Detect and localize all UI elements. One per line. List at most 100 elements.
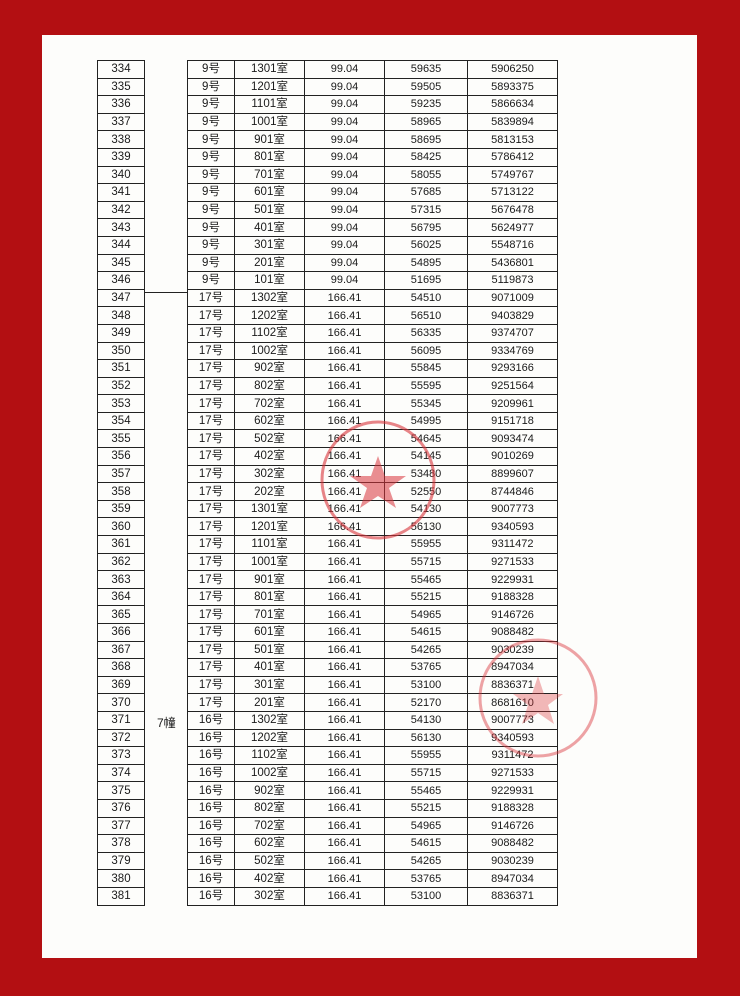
total-price-cell: 9146726 xyxy=(467,605,558,624)
building-cell: 16号 xyxy=(187,798,235,818)
index-row: 367 xyxy=(97,640,145,660)
table-row: 17号 1202室 166.41 56510 9403829 xyxy=(187,306,558,325)
area-cell: 99.04 xyxy=(304,95,385,114)
total-price-cell: 8899607 xyxy=(467,464,558,484)
unit-price-cell: 53100 xyxy=(384,675,468,695)
room-cell: 202室 xyxy=(234,482,305,501)
area-cell: 99.04 xyxy=(304,112,385,132)
index-row: 360 xyxy=(97,517,145,537)
index-row: 379 xyxy=(97,851,145,871)
table-row: 16号 1202室 166.41 56130 9340593 xyxy=(187,728,558,748)
total-price-cell: 8744846 xyxy=(467,482,558,501)
area-cell: 99.04 xyxy=(304,77,385,97)
row-number-cell: 381 xyxy=(97,886,145,906)
table-row: 16号 902室 166.41 55465 9229931 xyxy=(187,781,558,800)
room-cell: 902室 xyxy=(234,359,305,378)
building-cell: 17号 xyxy=(187,482,235,501)
room-cell: 401室 xyxy=(234,658,305,677)
row-number-cell: 335 xyxy=(97,77,145,97)
table-row: 16号 1302室 166.41 54130 9007773 xyxy=(187,710,558,730)
table-row: 17号 801室 166.41 55215 9188328 xyxy=(187,587,558,607)
row-number-cell: 352 xyxy=(97,376,145,396)
room-cell: 401室 xyxy=(234,218,305,237)
area-cell: 166.41 xyxy=(304,816,385,836)
area-cell: 166.41 xyxy=(304,376,385,396)
total-price-cell: 9229931 xyxy=(467,570,558,589)
total-price-cell: 5119873 xyxy=(467,271,558,290)
unit-price-cell: 53765 xyxy=(384,869,468,888)
index-row: 334 xyxy=(97,60,145,79)
total-price-cell: 9088482 xyxy=(467,834,558,853)
total-price-cell: 5713122 xyxy=(467,183,558,202)
unit-price-cell: 57315 xyxy=(384,200,468,220)
row-number-cell: 379 xyxy=(97,851,145,871)
unit-price-cell: 54645 xyxy=(384,429,468,449)
room-cell: 201室 xyxy=(234,253,305,273)
total-price-cell: 9007773 xyxy=(467,499,558,519)
index-row: 341 xyxy=(97,183,145,202)
total-price-cell: 5676478 xyxy=(467,200,558,220)
index-row: 374 xyxy=(97,763,145,783)
area-cell: 166.41 xyxy=(304,429,385,449)
room-cell: 901室 xyxy=(234,130,305,149)
room-cell: 501室 xyxy=(234,640,305,660)
area-cell: 166.41 xyxy=(304,728,385,748)
index-row: 353 xyxy=(97,394,145,413)
room-cell: 1101室 xyxy=(234,95,305,114)
table-row: 17号 902室 166.41 55845 9293166 xyxy=(187,359,558,378)
row-number-cell: 349 xyxy=(97,323,145,343)
unit-price-cell: 55715 xyxy=(384,552,468,572)
row-number-cell: 368 xyxy=(97,658,145,677)
total-price-cell: 8947034 xyxy=(467,658,558,677)
unit-price-cell: 54130 xyxy=(384,499,468,519)
building-cell: 16号 xyxy=(187,728,235,748)
table-row: 16号 502室 166.41 54265 9030239 xyxy=(187,851,558,871)
index-row: 355 xyxy=(97,429,145,449)
row-number-cell: 336 xyxy=(97,95,145,114)
row-number-cell: 345 xyxy=(97,253,145,273)
room-cell: 701室 xyxy=(234,605,305,624)
total-price-cell: 9088482 xyxy=(467,623,558,642)
table-row: 9号 1101室 99.04 59235 5866634 xyxy=(187,95,558,114)
unit-price-cell: 58055 xyxy=(384,165,468,185)
unit-price-cell: 54145 xyxy=(384,447,468,466)
area-cell: 166.41 xyxy=(304,746,385,765)
room-cell: 1302室 xyxy=(234,288,305,308)
room-cell: 601室 xyxy=(234,183,305,202)
index-row: 376 xyxy=(97,798,145,818)
row-number-cell: 343 xyxy=(97,218,145,237)
room-cell: 1201室 xyxy=(234,77,305,97)
table-row: 9号 1001室 99.04 58965 5839894 xyxy=(187,112,558,132)
table-row: 9号 101室 99.04 51695 5119873 xyxy=(187,271,558,290)
building-cell: 17号 xyxy=(187,587,235,607)
area-cell: 99.04 xyxy=(304,253,385,273)
total-price-cell: 9251564 xyxy=(467,376,558,396)
index-row: 337 xyxy=(97,112,145,132)
building-cell: 17号 xyxy=(187,359,235,378)
total-price-cell: 9007773 xyxy=(467,710,558,730)
total-price-cell: 9334769 xyxy=(467,341,558,361)
area-cell: 166.41 xyxy=(304,834,385,853)
total-price-cell: 5893375 xyxy=(467,77,558,97)
building-cell: 17号 xyxy=(187,535,235,554)
area-cell: 166.41 xyxy=(304,499,385,519)
room-cell: 502室 xyxy=(234,851,305,871)
building-cell: 17号 xyxy=(187,499,235,519)
row-number-cell: 348 xyxy=(97,306,145,325)
table-row: 17号 701室 166.41 54965 9146726 xyxy=(187,605,558,624)
index-row: 339 xyxy=(97,147,145,167)
room-cell: 1001室 xyxy=(234,552,305,572)
unit-price-cell: 52550 xyxy=(384,482,468,501)
area-cell: 99.04 xyxy=(304,130,385,149)
area-cell: 166.41 xyxy=(304,851,385,871)
area-cell: 166.41 xyxy=(304,710,385,730)
row-number-cell: 347 xyxy=(97,288,145,308)
building-cell: 16号 xyxy=(187,886,235,906)
unit-price-cell: 55345 xyxy=(384,394,468,413)
area-cell: 166.41 xyxy=(304,798,385,818)
room-cell: 502室 xyxy=(234,429,305,449)
table-row: 9号 301室 99.04 56025 5548716 xyxy=(187,235,558,255)
table-row: 9号 901室 99.04 58695 5813153 xyxy=(187,130,558,149)
row-number-cell: 338 xyxy=(97,130,145,149)
table-row: 17号 301室 166.41 53100 8836371 xyxy=(187,675,558,695)
